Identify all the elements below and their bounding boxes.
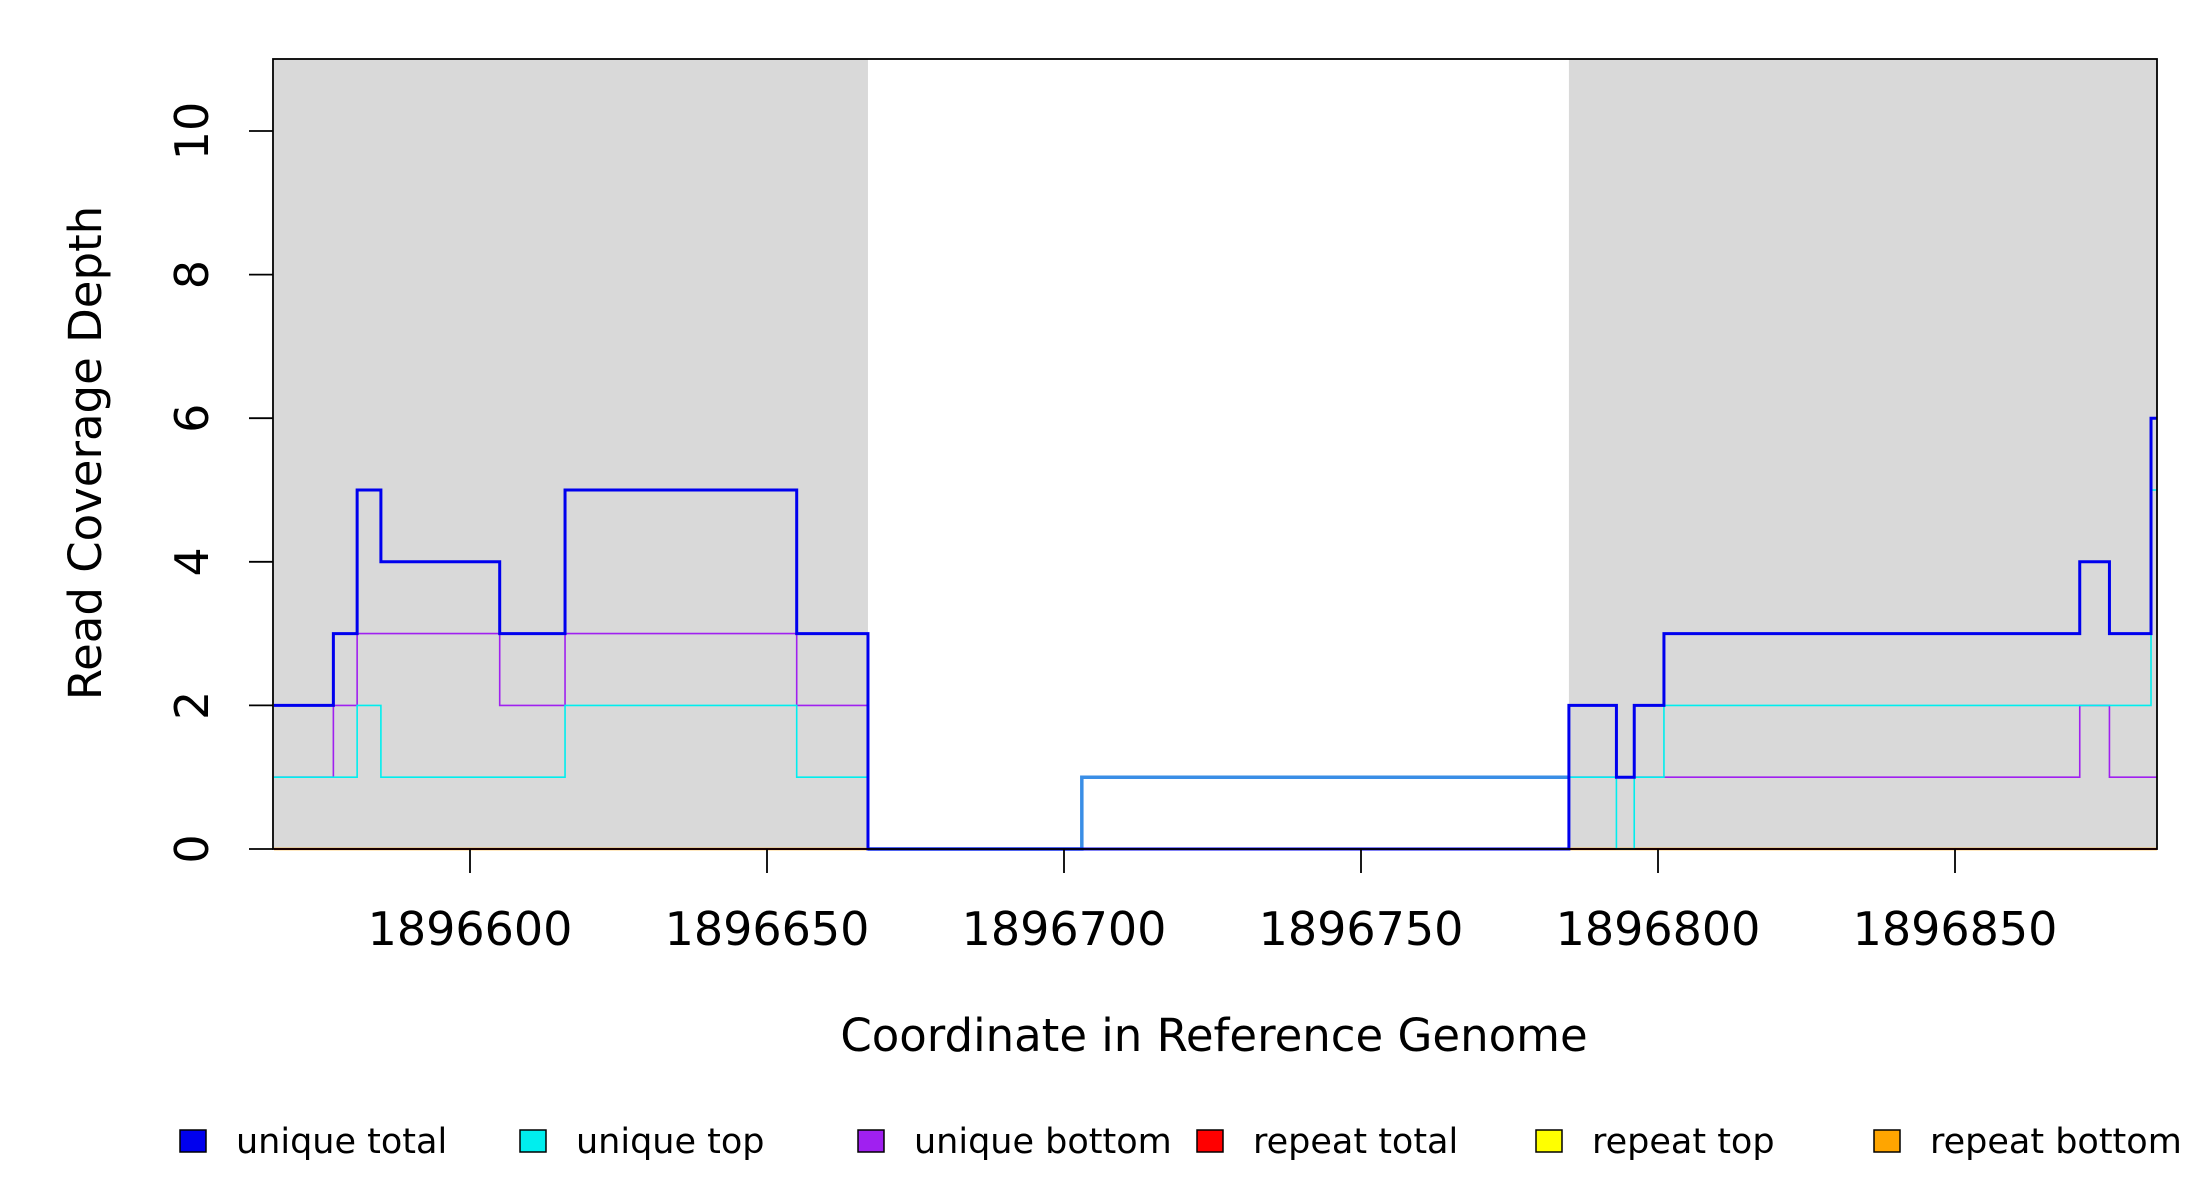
- y-axis-title: Read Coverage Depth: [59, 206, 112, 700]
- axes: 1896600 1896650 1896700 1896750 1896800 18968…: [165, 58, 2158, 956]
- legend-label-repeat-top: repeat top: [1592, 1122, 1775, 1162]
- legend-swatch-repeat-total: [1196, 1129, 1224, 1153]
- x-tick-label: 1896800: [1556, 902, 1761, 956]
- x-tick-label: 1896850: [1853, 902, 2058, 956]
- plot-frame: [272, 58, 2158, 850]
- legend: unique total unique top unique bottom repea…: [179, 1122, 2182, 1162]
- legend-label-unique-top: unique top: [576, 1122, 765, 1162]
- legend-swatch-repeat-bottom: [1873, 1129, 1901, 1153]
- y-tick-label: 8: [165, 260, 219, 289]
- x-tick-label: 1896750: [1259, 902, 1464, 956]
- y-tick-label: 6: [165, 404, 219, 433]
- x-tick-label: 1896600: [368, 902, 573, 956]
- shaded-region-1: [1568, 59, 2157, 849]
- legend-swatch-unique-top: [519, 1129, 547, 1153]
- gap-coverage-line: [867, 775, 1569, 851]
- y-tick-label: 0: [165, 834, 219, 863]
- x-tick-label: 1896700: [962, 902, 1167, 956]
- legend-label-repeat-total: repeat total: [1253, 1122, 1458, 1162]
- legend-swatch-repeat-top: [1535, 1129, 1563, 1153]
- y-tick-label: 10: [165, 102, 219, 161]
- gap-coverage-path: [867, 775, 1569, 851]
- x-axis-title: Coordinate in Reference Genome: [840, 1009, 1587, 1062]
- x-tick-label: 1896650: [665, 902, 870, 956]
- legend-label-repeat-bottom: repeat bottom: [1930, 1122, 2182, 1162]
- shaded-region-0: [273, 59, 868, 849]
- y-tick-label: 2: [165, 691, 219, 720]
- legend-swatch-unique-total: [179, 1129, 207, 1153]
- legend-label-unique-total: unique total: [236, 1122, 447, 1162]
- y-tick-label: 4: [165, 547, 219, 576]
- legend-swatch-unique-bottom: [857, 1129, 885, 1153]
- series-unique-bottom-line: [273, 632, 2157, 850]
- legend-label-unique-bottom: unique bottom: [914, 1122, 1172, 1162]
- shaded-regions: [273, 59, 2157, 849]
